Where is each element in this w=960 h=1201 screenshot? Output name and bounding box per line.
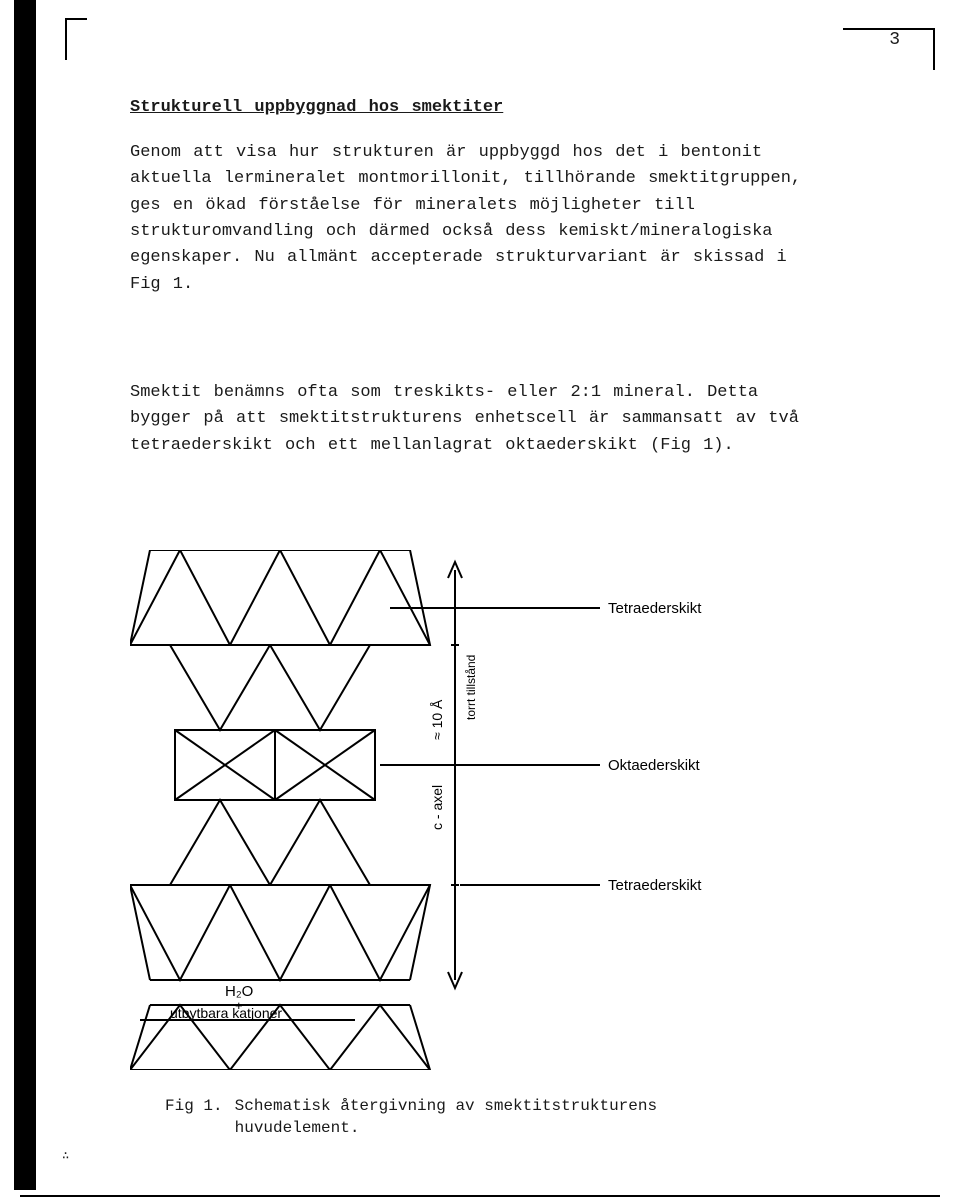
page-number: 3: [889, 30, 900, 50]
heading: Strukturell uppbyggnad hos smektiter: [130, 95, 820, 121]
figure-caption: Fig 1. Schematisk återgivning av smektit…: [165, 1095, 805, 1140]
label-tetra-top: Tetraederskikt: [608, 600, 702, 617]
scan-mark: ∴: [62, 1148, 69, 1163]
paragraph-2: Smektit benämns ofta som treskikts- elle…: [130, 380, 820, 459]
page: 3 Strukturell uppbyggnad hos smektiter G…: [0, 0, 960, 1201]
label-c-axis: c - axel: [429, 785, 445, 830]
label-axis-note: torrt tillstånd: [464, 655, 478, 720]
caption-label: Fig 1.: [165, 1095, 225, 1117]
paragraph-1: Genom att visa hur strukturen är uppbygg…: [130, 140, 820, 298]
scan-edge-strip: [14, 0, 36, 1190]
caption-text: Schematisk återgivning av smektitstruktu…: [235, 1095, 755, 1140]
label-cations: utbytbara katjoner: [170, 1005, 282, 1021]
crop-mark-top-left: [65, 18, 87, 60]
smectite-structure-diagram: Tetraederskikt Oktaederskikt Tetraedersk…: [130, 550, 830, 1070]
bottom-rule: [20, 1195, 940, 1197]
label-okta: Oktaederskikt: [608, 757, 701, 774]
label-axis-length: ≈ 10 Å: [429, 699, 445, 740]
figure-1: Tetraederskikt Oktaederskikt Tetraedersk…: [130, 550, 830, 1040]
label-tetra-bottom: Tetraederskikt: [608, 877, 702, 894]
